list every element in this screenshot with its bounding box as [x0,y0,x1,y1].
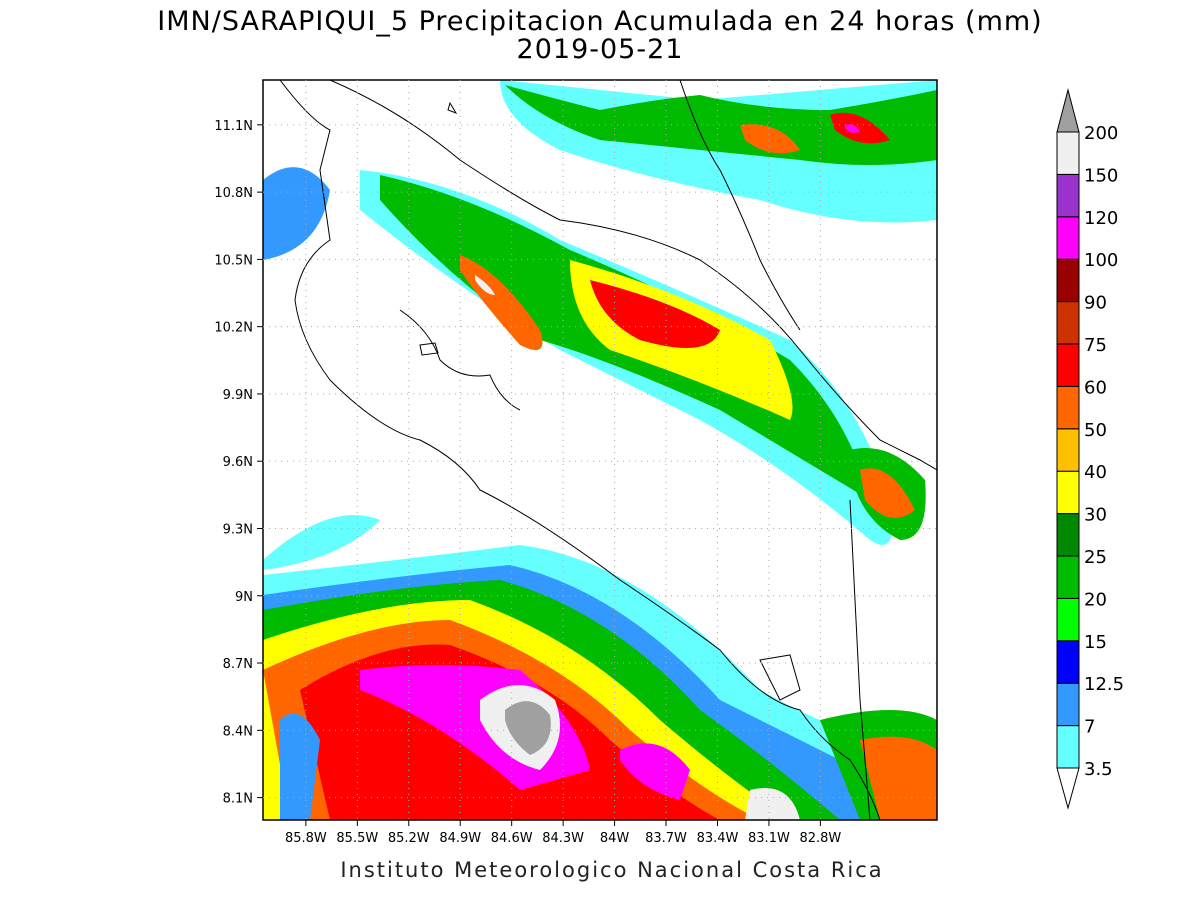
colorbar-cap [1056,88,1080,133]
lat-tick-label: 10.5N [214,253,253,268]
lon-tick-label: 84W [600,831,630,846]
colorbar-bin [1056,513,1080,557]
lon-tick-label: 84.3W [542,831,584,846]
colorbar-bin [1056,258,1080,303]
footer: Instituto Meteorologico Nacional Costa R… [340,858,883,882]
lon-tick-label: 85.2W [388,831,430,846]
lat-tick-label: 8.4N [223,724,253,739]
colorbar-bin [1056,597,1080,642]
colorbar-bin [1056,343,1080,387]
colorbar-bin [1056,385,1080,430]
colorbar-label: 15 [1084,632,1107,653]
lon-tick-label: 83.4W [697,831,739,846]
colorbar-bin [1056,131,1080,175]
colorbar-bin [1056,428,1080,472]
colorbar-label: 90 [1084,293,1107,314]
colorbar-label: 75 [1084,335,1107,356]
precip-field [263,80,937,820]
colorbar-bin [1056,725,1080,769]
lat-tick-label: 8.7N [223,657,253,672]
plot-frame [262,79,938,821]
lat-tick-label: 10.8N [214,186,253,201]
lon-tick-label: 83.1W [748,831,790,846]
colorbar-label: 3.5 [1084,759,1113,780]
colorbar-label: 25 [1084,547,1107,568]
colorbar-label: 40 [1084,462,1107,483]
lat-tick-label: 9.9N [223,388,253,403]
title: IMN/SARAPIQUI_5 Precipitacion Acumulada … [157,6,1042,37]
colorbar-bin [1056,173,1080,218]
colorbar-label: 150 [1084,165,1118,186]
colorbar-cap [1056,767,1080,810]
colorbar-label: 12.5 [1084,674,1124,695]
lat-tick-label: 8.1N [223,792,253,807]
lon-tick-label: 84.9W [439,831,481,846]
colorbar-bin [1056,216,1080,260]
colorbar-bin [1056,555,1080,599]
lat-tick-label: 9.6N [223,455,253,470]
colorbar-bin [1056,301,1080,345]
colorbar-label: 30 [1084,505,1107,526]
colorbar-label: 60 [1084,377,1107,398]
lat-tick-label: 9N [235,590,253,605]
lon-tick-label: 82.8W [799,831,841,846]
colorbar-label: 200 [1084,123,1118,144]
lat-tick-label: 9.3N [223,522,253,537]
colorbar-label: 20 [1084,589,1107,610]
subtitle: 2019-05-21 [517,34,684,65]
colorbar-label: 100 [1084,250,1118,271]
lon-tick-label: 84.6W [491,831,533,846]
colorbar-bin [1056,682,1080,727]
lat-tick-label: 11.1N [214,119,253,134]
lon-tick-label: 85.5W [336,831,378,846]
lon-tick-label: 83.7W [645,831,687,846]
lon-tick-label: 85.8W [285,831,327,846]
lat-tick-label: 10.2N [214,321,253,336]
colorbar-bin [1056,470,1080,515]
colorbar-bin [1056,640,1080,684]
colorbar-label: 120 [1084,208,1118,229]
colorbar-label: 50 [1084,420,1107,441]
colorbar-label: 7 [1084,717,1095,738]
